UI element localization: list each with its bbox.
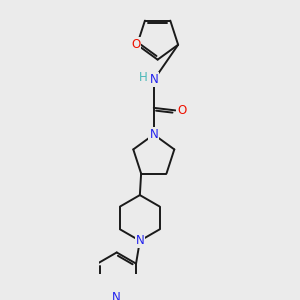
Text: N: N bbox=[149, 74, 158, 86]
Text: N: N bbox=[136, 234, 144, 247]
Text: N: N bbox=[112, 291, 121, 300]
Text: N: N bbox=[149, 128, 158, 141]
Text: H: H bbox=[139, 71, 148, 84]
Text: O: O bbox=[177, 104, 186, 117]
Text: O: O bbox=[131, 38, 140, 51]
